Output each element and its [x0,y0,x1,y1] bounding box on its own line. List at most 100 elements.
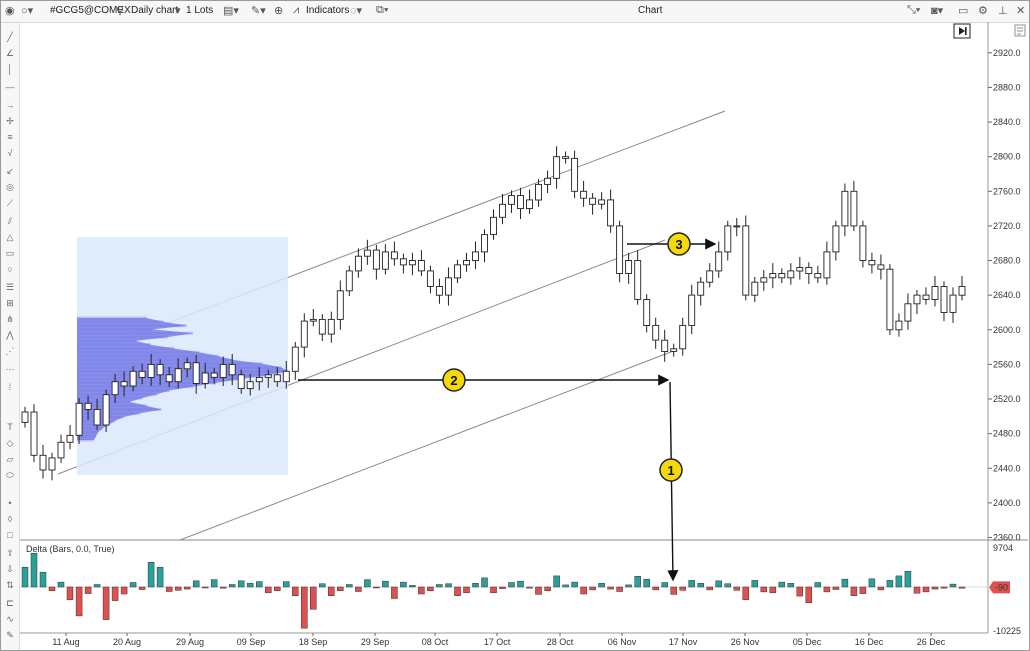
delta-bar [895,575,903,588]
candle-body [75,402,83,436]
note-icon[interactable]: ⬭ [6,470,14,480]
delta-bar [742,586,750,601]
rectangle-icon[interactable]: ▭ [5,248,15,258]
period-selector[interactable]: Daily chart [131,5,179,16]
candle [859,220,867,268]
wave-tool-icon[interactable]: ∿ [6,614,14,624]
arrow-tool-icon[interactable]: ↙ [6,166,14,176]
horizontal-line-icon[interactable]: — [5,82,15,92]
delta-bar [21,566,29,588]
period-dropdown-icon[interactable]: ▾ [175,5,181,17]
indicators-button[interactable]: Indicators [306,5,350,16]
candle-body [571,157,579,192]
price-tick-label: 2560.0 [993,359,1021,369]
profile-icon[interactable]: ⊏ [6,598,14,608]
pen-tool-icon[interactable]: ✎ [6,630,14,640]
crosshair-icon[interactable]: ✢ [6,116,14,126]
candle-body [913,294,921,305]
annotation-marker-1 [659,458,683,482]
search-icon[interactable]: ⚲ [116,5,125,17]
scroll-to-end-button[interactable] [953,23,971,39]
line-tool-icon[interactable]: ╱ [7,32,13,42]
candle [345,265,353,297]
price-tick-label: 2840.0 [993,117,1021,127]
volume-profile-bar [77,331,194,335]
candle-body [336,290,344,320]
candle-body [643,299,651,326]
candle [120,371,128,397]
circle-menu-icon[interactable]: ○▾ [21,5,34,17]
label-icon[interactable]: ◇ [6,438,14,448]
chart-menu-icon[interactable] [1014,24,1026,37]
pitchfork-icon[interactable]: ⋔ [6,314,14,324]
volume-profile-bar [77,324,187,328]
delta-pane[interactable] [20,552,988,629]
candle [625,252,633,284]
delta-bar [382,580,389,588]
delta-bar [463,586,470,594]
candle [733,218,741,237]
gear-icon[interactable]: ⚙ [978,5,988,17]
target-icon[interactable]: ◎ [6,182,14,192]
lots-selector[interactable]: 1 Lots [186,5,214,16]
down-arrow-icon[interactable]: ⇩ [6,564,14,574]
sort-icon[interactable]: ⇅ [6,580,14,590]
resize-icon[interactable]: ⤡▾ [907,4,921,16]
candle [147,354,155,387]
candle-body [841,190,849,227]
delta-bar [778,581,786,588]
delta-bar [562,584,569,588]
up-arrow-icon[interactable]: ⇧ [6,548,14,558]
volume-profile-bar [77,381,217,385]
candle [544,170,552,194]
delta-bar [364,579,371,588]
dot-icon[interactable]: • [8,498,12,508]
candle-body [372,249,380,270]
channel-icon[interactable]: ⫽ [7,216,12,226]
candle [616,220,624,283]
angle-tool-icon[interactable]: ∠ [5,48,15,58]
ellipse-icon[interactable]: ○ [7,264,13,274]
dotted-line-icon[interactable]: ⋯ [5,364,15,374]
chart-type-icon[interactable]: ▤▾ [223,5,239,17]
delta-bar [75,586,83,617]
axes: 2920.0 2880.0 2840.0 2800.0 2760.0 2720.0 2680… [52,48,1021,647]
candle-body [931,286,939,300]
vertical-line-icon[interactable]: │ [7,64,13,74]
annotation-marker-3 [667,232,691,256]
candle-body [147,363,155,378]
wave-icon[interactable]: ⋀ [6,330,14,340]
candle-body [850,190,858,227]
fib-fan-icon[interactable]: ⊞ [6,298,14,308]
ray-icon[interactable]: → [5,100,15,110]
indicators-icon[interactable]: ⩘ [293,4,300,16]
callout-icon[interactable]: ▱ [6,454,14,464]
pencil-icon[interactable]: ✎▾ [251,5,266,17]
levels-icon[interactable]: ≡ [7,132,13,142]
zoom-icon[interactable]: ⊕ [274,5,284,17]
text-tool-icon[interactable]: T [7,422,13,432]
candle [940,281,948,322]
settings-wheel-icon[interactable]: ◌▾ [350,5,363,17]
delta-bar [958,586,966,589]
candle [354,248,362,278]
price-tick-label: 2760.0 [993,186,1021,196]
zigzag-icon[interactable]: ⋰ [5,346,15,356]
diamond-icon[interactable]: ◊ [7,514,13,524]
triangle-icon[interactable]: △ [6,232,14,242]
marker-icon[interactable]: ⁞ [8,382,12,392]
symbol-selector[interactable]: #GCG5@COMEX [50,5,131,16]
delta-bar [517,580,524,588]
box-icon[interactable]: □ [7,530,13,540]
camera-icon[interactable]: ◙▾ [931,5,944,17]
fib-levels-icon[interactable]: ☰ [5,282,15,292]
close-icon[interactable]: ✕ [1016,5,1026,17]
window-icon[interactable]: ⧉▾ [376,4,389,16]
minimize-icon[interactable]: ▭ [958,5,969,17]
candle-body [553,156,561,179]
arc-icon[interactable]: √ [7,148,13,158]
ruler-icon[interactable]: ⟋ [6,198,14,208]
delta-bar [733,586,741,591]
pin-icon[interactable]: ⊥ [998,5,1008,17]
